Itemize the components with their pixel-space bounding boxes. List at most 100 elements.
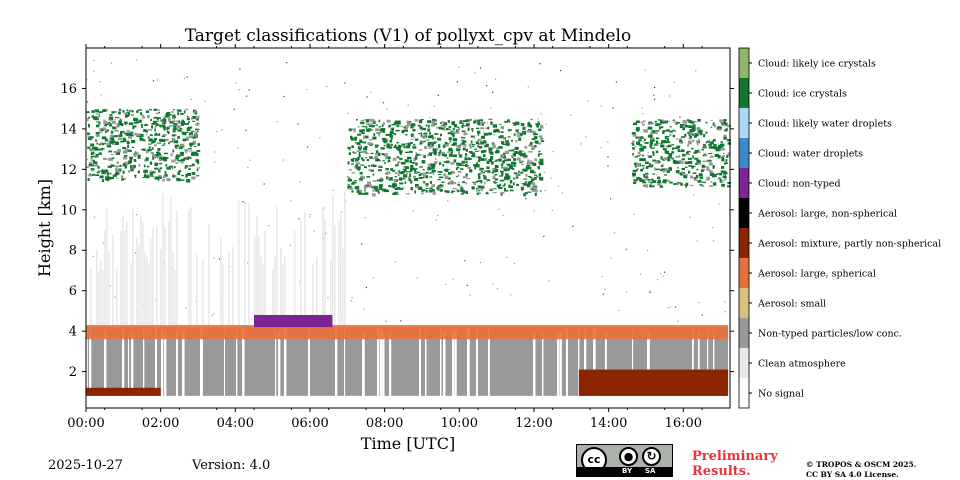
cloud-pixel	[150, 152, 154, 155]
noise-speck	[237, 147, 239, 149]
cloud-pixel	[414, 168, 417, 172]
cloud-pixel	[164, 170, 167, 175]
y-tick-label: 16	[60, 82, 77, 97]
cloud-pixel	[691, 165, 696, 168]
cloud-pixel	[648, 181, 651, 183]
cloud-pixel	[431, 143, 434, 147]
cloud-pixel	[158, 111, 160, 114]
cloud-pixel	[372, 157, 377, 160]
cloud-pixel	[114, 117, 120, 119]
cloud-pixel	[491, 161, 494, 165]
noise-speck	[447, 200, 449, 202]
clean-column	[332, 194, 334, 328]
cloud-pixel	[354, 159, 359, 162]
cloud-pixel	[132, 125, 137, 128]
cloud-pixel	[180, 179, 185, 181]
cloud-pixel	[451, 190, 454, 194]
cloud-pixel	[635, 122, 638, 125]
cloud-pixel	[374, 153, 378, 156]
cloud-pixel	[178, 170, 182, 173]
cloud-pixel	[108, 121, 111, 124]
cloud-pixel	[169, 114, 172, 116]
clean-column	[138, 245, 140, 328]
cloud-pixel	[398, 188, 404, 191]
gap-streak	[605, 332, 607, 401]
cloud-pixel	[404, 146, 407, 148]
cloud-pixel	[193, 140, 197, 144]
gap-streak	[164, 332, 167, 402]
cloud-pixel	[398, 145, 402, 147]
cloud-pixel	[125, 148, 128, 152]
cloud-pixel	[148, 109, 153, 111]
cloud-pixel	[91, 110, 95, 113]
cloud-pixel	[408, 150, 413, 153]
cloud-pixel	[680, 141, 682, 144]
cloud-pixel	[172, 115, 176, 120]
cloud-pixel	[375, 128, 380, 132]
cloud-pixel	[494, 150, 498, 154]
cloud-pixel	[418, 149, 423, 151]
cloud-pixel	[473, 163, 478, 167]
clean-column	[104, 230, 106, 328]
cloud-pixel	[422, 140, 426, 143]
cloud-pixel	[438, 173, 442, 175]
cloud-pixel	[116, 126, 120, 128]
cloud-pixel	[685, 184, 688, 188]
date-label: 2025-10-27	[48, 458, 123, 473]
cloud-pixel	[511, 156, 514, 158]
cloud-pixel	[113, 110, 117, 114]
cloud-pixel	[125, 161, 129, 166]
cc-license-badge[interactable]: cc ● ↻ BY SA	[576, 444, 673, 477]
cloud-pixel	[154, 138, 158, 141]
cloud-pixel	[375, 189, 380, 192]
cloud-pixel	[649, 143, 653, 147]
cloud-pixel	[533, 136, 538, 140]
noise-speck	[612, 107, 614, 109]
cloud-pixel	[439, 184, 442, 186]
cloud-pixel	[180, 112, 183, 115]
cloud-pixel	[98, 143, 101, 146]
clean-column	[202, 258, 204, 328]
noise-speck	[710, 126, 713, 128]
cloud-pixel	[425, 135, 428, 138]
cloud-pixel	[434, 158, 437, 160]
cloud-pixel	[101, 169, 104, 173]
cloud-pixel	[410, 159, 412, 163]
cloud-pixel	[448, 126, 452, 129]
noise-speck	[110, 62, 113, 64]
cloud-pixel	[376, 179, 381, 182]
x-tick-label: 10:00	[441, 416, 478, 431]
noise-speck	[185, 307, 187, 309]
cloud-pixel	[527, 175, 531, 178]
cloud-pixel	[103, 121, 108, 124]
cloud-pixel	[402, 168, 407, 170]
cloud-pixel	[450, 149, 454, 153]
cloud-pixel	[413, 157, 417, 162]
cloud-pixel	[385, 156, 390, 160]
cloud-pixel	[679, 160, 684, 164]
cloud-pixel	[380, 153, 385, 155]
cloud-pixel	[361, 193, 366, 195]
cloud-pixel	[357, 133, 362, 136]
cloud-pixel	[351, 145, 354, 149]
cloud-pixel	[388, 143, 392, 147]
cloud-pixel	[430, 144, 434, 148]
cloud-pixel	[689, 129, 694, 132]
cloud-pixel	[134, 132, 137, 136]
cloud-pixel	[677, 173, 682, 175]
cloud-pixel	[392, 157, 397, 161]
cloud-pixel	[158, 133, 161, 136]
cloud-pixel	[183, 157, 187, 160]
cloud-pixel	[436, 186, 439, 190]
cloud-pixel	[428, 189, 433, 193]
cloud-pixel	[415, 186, 420, 189]
cloud-pixel	[360, 175, 364, 180]
cloud-pixel	[539, 177, 544, 181]
cloud-pixel	[100, 129, 104, 132]
cloud-pixel	[527, 162, 532, 165]
cloud-pixel	[134, 151, 137, 153]
cloud-pixel	[701, 148, 704, 151]
cloud-pixel	[720, 122, 725, 125]
cloud-pixel	[177, 125, 181, 129]
cloud-pixel	[642, 145, 647, 149]
